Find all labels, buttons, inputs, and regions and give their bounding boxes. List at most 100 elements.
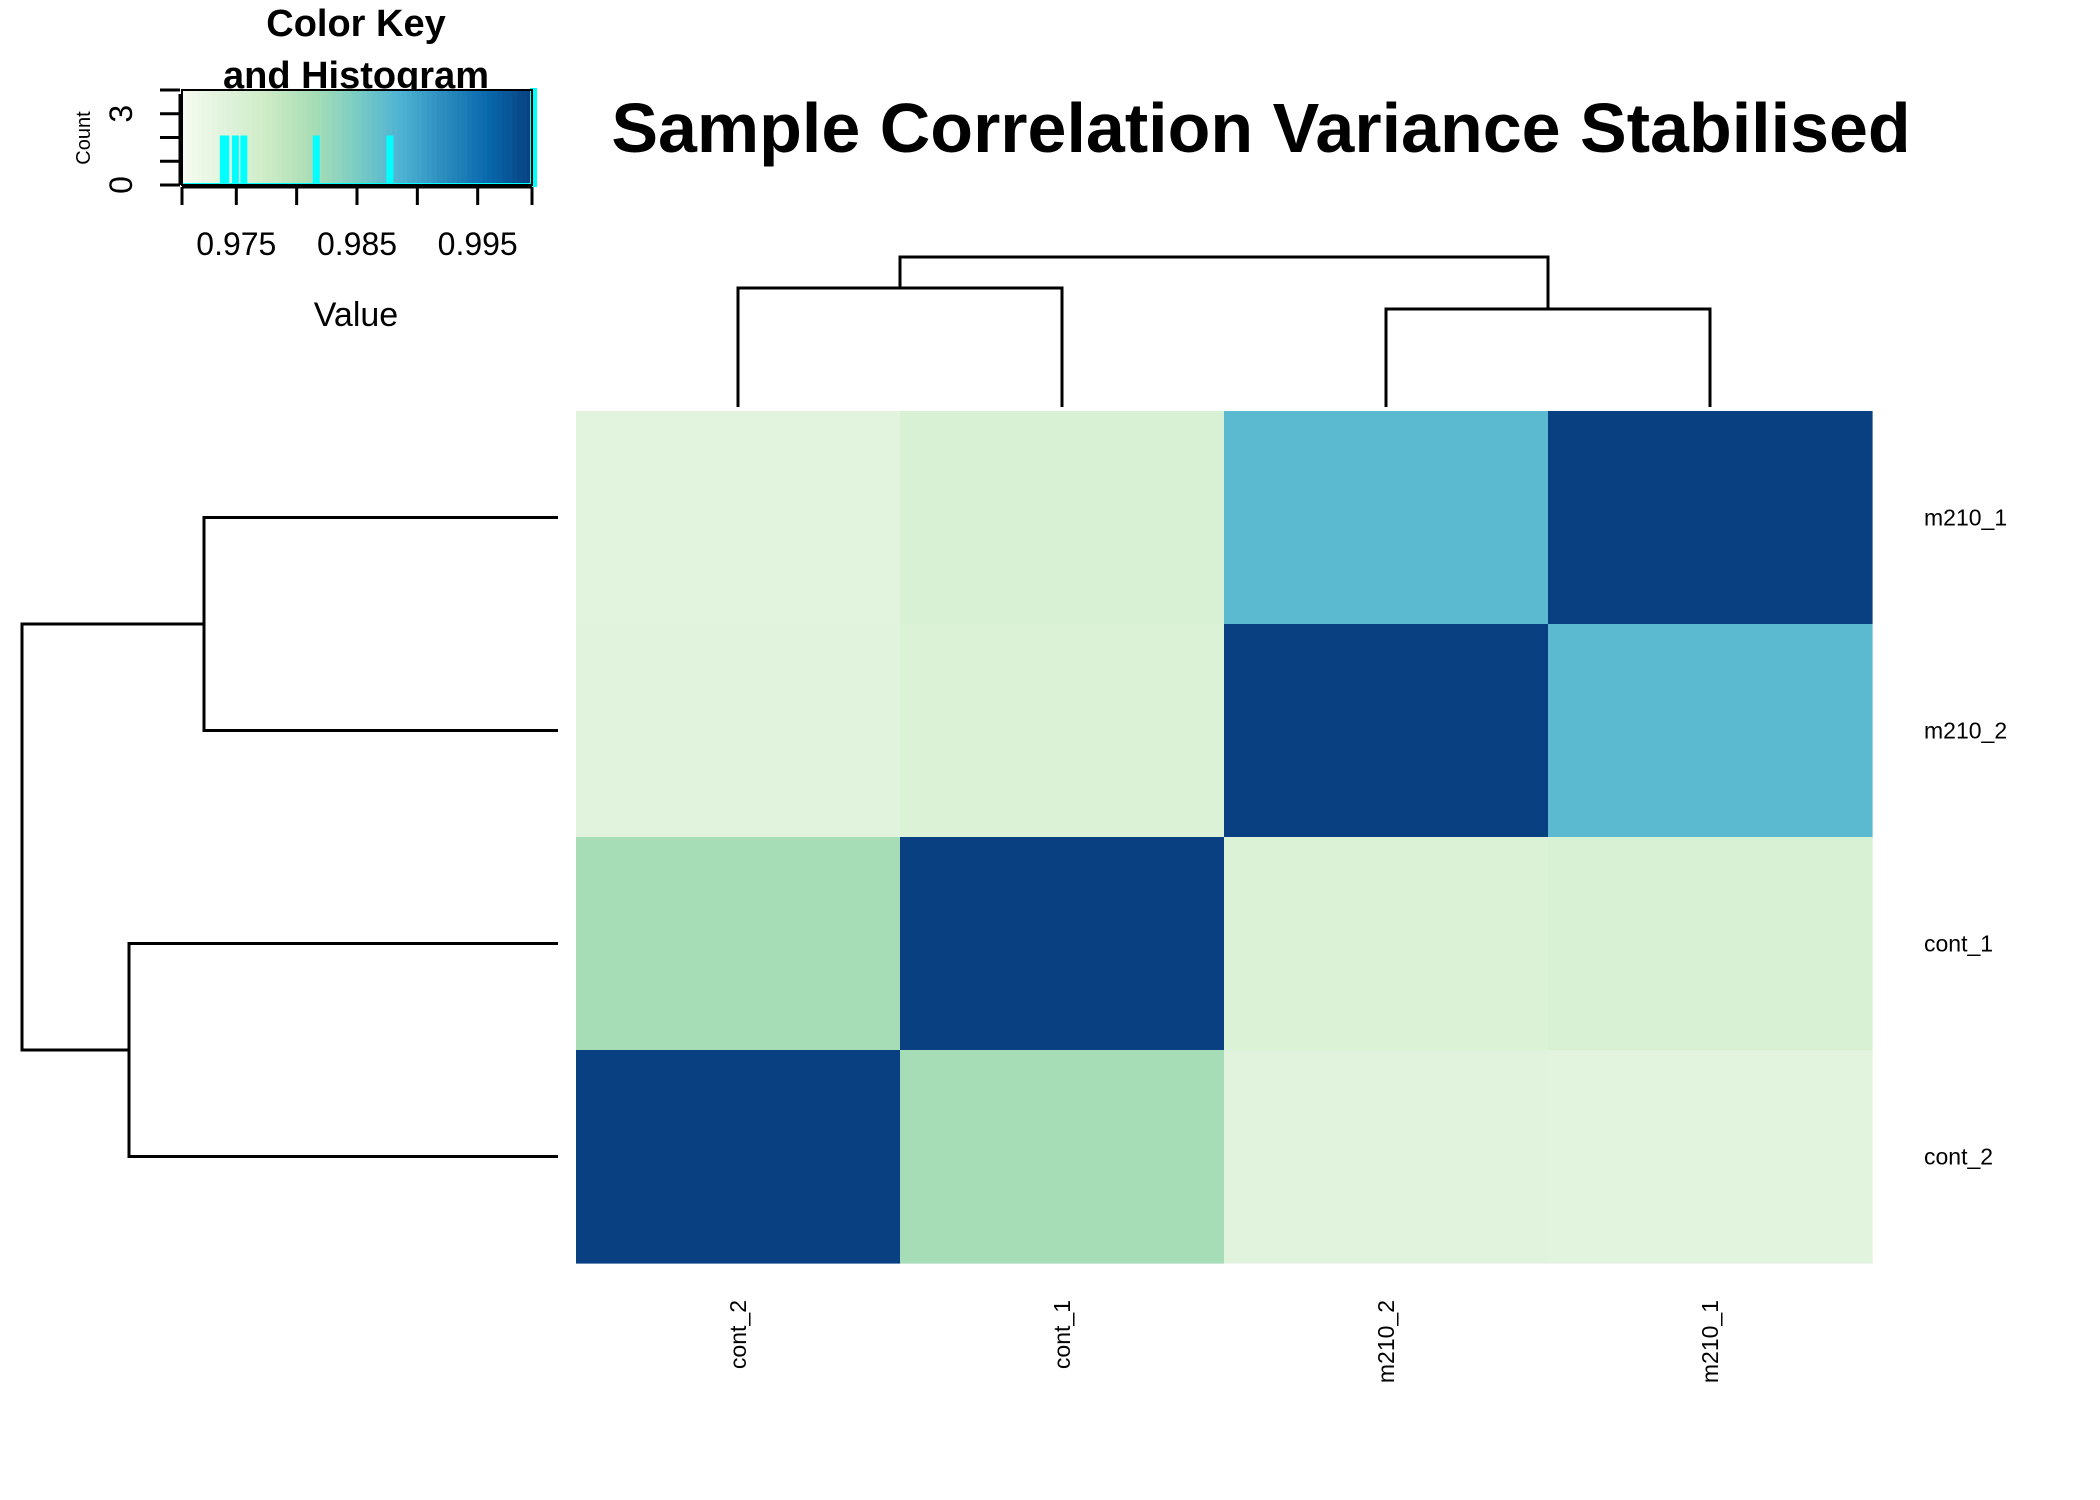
heatmap-cell <box>576 837 901 1051</box>
color-key-gradient-segment <box>352 90 358 185</box>
dendrogram-branch <box>1384 307 1712 407</box>
dendrogram-branch <box>20 622 204 1052</box>
column-label: cont_1 <box>1049 1300 1075 1369</box>
column-label: cont_2 <box>725 1300 751 1369</box>
color-key-gradient-segment <box>472 90 478 185</box>
color-key-gradient-segment <box>287 90 293 185</box>
color-key-gradient-segment <box>357 90 363 185</box>
heatmap-cell <box>1548 624 1873 838</box>
dendrogram-branch <box>127 942 558 1158</box>
color-key-gradient-segment <box>432 90 438 185</box>
color-key-gradient-segment <box>197 90 203 185</box>
color-key-gradient-segment <box>187 90 193 185</box>
heatmap-cell <box>576 624 901 838</box>
color-key-gradient-segment <box>427 90 433 185</box>
color-key-y-tick-label: 0 <box>103 176 139 194</box>
color-key-gradient-segment <box>307 90 313 185</box>
color-key-gradient-segment <box>337 90 343 185</box>
color-key-gradient-segment <box>497 90 503 185</box>
color-key-gradient-segment <box>452 90 458 185</box>
color-key-gradient-segment <box>247 90 253 185</box>
color-key-gradient-segment <box>462 90 468 185</box>
color-key-gradient-segment <box>252 90 258 185</box>
column-label: m210_1 <box>1697 1300 1723 1383</box>
color-key-gradient-segment <box>192 90 198 185</box>
heatmap-cell <box>576 411 901 625</box>
heatmap-cell <box>900 411 1225 625</box>
color-key-x-tick-label: 0.985 <box>317 226 397 262</box>
column-labels: cont_2 cont_1 m210_2 m210_1 <box>725 1300 1723 1383</box>
color-key-title-line-1: Color Key <box>266 3 445 45</box>
color-key-gradient-segment <box>262 90 268 185</box>
color-key-gradient-segment <box>372 90 378 185</box>
color-key-gradient-segment <box>382 90 388 185</box>
row-label: cont_1 <box>1924 931 1993 957</box>
color-key-box <box>181 89 533 186</box>
color-key-gradient-segment <box>422 90 428 185</box>
color-key-gradient-segment <box>412 90 418 185</box>
heatmap-cell <box>1224 411 1549 625</box>
color-key-y-axis-label: Count <box>73 111 95 165</box>
color-key-gradient-segment <box>347 90 353 185</box>
color-key-gradient-segment <box>467 90 473 185</box>
color-key-gradient-segment <box>212 90 218 185</box>
color-key-gradient-segment <box>487 90 493 185</box>
heatmap-cell <box>900 1050 1225 1264</box>
heatmap-cell <box>1224 1050 1549 1264</box>
color-key-gradient-segment <box>507 90 513 185</box>
color-key-gradient-segment <box>272 90 278 185</box>
dendrogram-branch <box>202 516 558 732</box>
heatmap-cell <box>1548 1050 1873 1264</box>
color-key-gradient-segment <box>402 90 408 185</box>
color-key-gradient-segment <box>502 90 508 185</box>
color-key-gradient-segment <box>282 90 288 185</box>
row-labels: m210_1 m210_2 cont_1 cont_2 <box>1924 505 2007 1170</box>
color-key-gradient-segment <box>302 90 308 185</box>
color-key-gradient-segment <box>362 90 368 185</box>
row-label: m210_2 <box>1924 718 2007 744</box>
color-key-y-tick-label: 3 <box>103 105 139 123</box>
heatmap-cell <box>1224 624 1549 838</box>
column-dendrogram <box>736 255 1712 407</box>
color-key-x-axis-label: Value <box>314 296 398 334</box>
color-key-gradient-segment <box>217 90 223 185</box>
color-key-gradient-segment <box>202 90 208 185</box>
color-key-gradient-segment <box>437 90 443 185</box>
heatmap-cells <box>576 411 1873 1264</box>
color-key-gradient-segment <box>517 90 523 185</box>
color-key-gradient-segment <box>417 90 423 185</box>
color-key-gradient-segment <box>367 90 373 185</box>
column-label: m210_2 <box>1373 1300 1399 1383</box>
row-label: cont_2 <box>1924 1144 1993 1170</box>
color-key: Color Key and Histogram 0.975 0.985 0.9950… <box>73 3 537 334</box>
row-dendrogram <box>20 516 558 1158</box>
dendrogram-branch <box>736 286 1064 407</box>
color-key-gradient-segment <box>207 90 213 185</box>
color-key-gradient-segment <box>457 90 463 185</box>
color-key-gradient-segment <box>182 90 188 185</box>
heatmap-cell <box>1224 837 1549 1051</box>
color-key-gradient-segment <box>512 90 518 185</box>
heatmap-cell <box>1548 411 1873 625</box>
color-key-gradient-segment <box>257 90 263 185</box>
color-key-gradient-segment <box>522 90 528 185</box>
heatmap-cell <box>900 837 1225 1051</box>
color-key-gradient-segment <box>392 90 398 185</box>
chart-title: Sample Correlation Variance Stabilised <box>611 89 1910 167</box>
color-key-x-tick-label: 0.975 <box>196 226 276 262</box>
color-key-gradient-segment <box>397 90 403 185</box>
color-key-gradient-segment <box>492 90 498 185</box>
color-key-gradient-segment <box>277 90 283 185</box>
color-key-gradient-segment <box>407 90 413 185</box>
color-key-gradient-segment <box>237 90 243 185</box>
row-label: m210_1 <box>1924 505 2007 531</box>
color-key-gradient-segment <box>317 90 323 185</box>
color-key-gradient-segment <box>527 90 533 185</box>
color-key-gradient-segment <box>227 90 233 185</box>
color-key-gradient-segment <box>342 90 348 185</box>
color-key-gradient-segment <box>447 90 453 185</box>
heatmap-cell <box>900 624 1225 838</box>
heatmap-cell <box>576 1050 901 1264</box>
color-key-gradient-segment <box>322 90 328 185</box>
